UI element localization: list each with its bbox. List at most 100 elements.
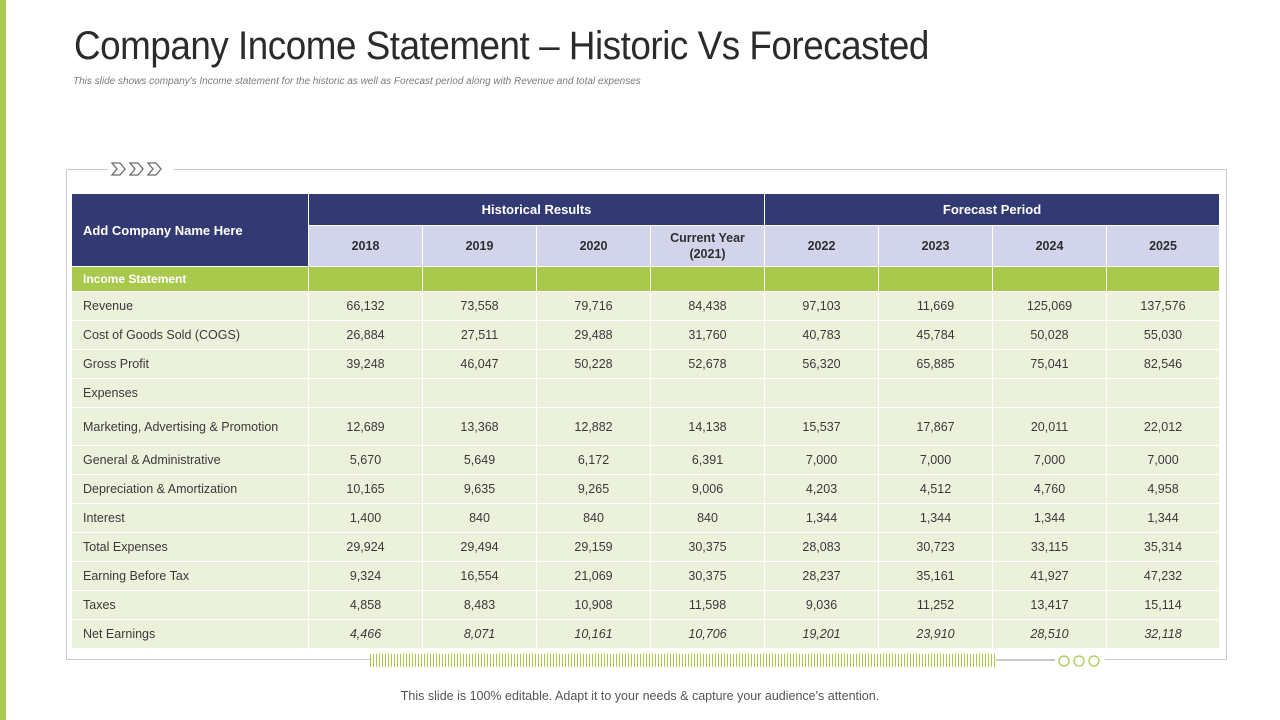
year-header: Current Year (2021) (649, 225, 766, 267)
section-cell (1106, 266, 1221, 292)
value-cell: 15,537 (764, 407, 880, 446)
value-cell: 125,069 (992, 291, 1108, 321)
value-cell: 21,069 (536, 561, 651, 591)
value-cell: 4,512 (878, 474, 994, 504)
value-cell: 65,885 (878, 349, 994, 379)
value-cell: 55,030 (1106, 320, 1221, 350)
forecast-period-header: Forecast Period (764, 193, 1221, 226)
value-cell: 39,248 (308, 349, 423, 379)
value-cell: 75,041 (992, 349, 1108, 379)
value-cell: 15,114 (1106, 590, 1221, 620)
value-cell: 4,203 (764, 474, 880, 504)
value-cell: 29,494 (422, 532, 537, 562)
year-header: 2023 (878, 225, 994, 267)
value-cell: 29,924 (308, 532, 423, 562)
row-label: Earning Before Tax (71, 561, 309, 591)
value-cell: 73,558 (422, 291, 537, 321)
value-cell: 9,324 (308, 561, 423, 591)
value-cell: 16,554 (422, 561, 537, 591)
row-label: Marketing, Advertising & Promotion (71, 407, 309, 446)
value-cell: 5,670 (308, 445, 423, 475)
value-cell: 11,669 (878, 291, 994, 321)
value-cell: 23,910 (878, 619, 994, 649)
row-label: General & Administrative (71, 445, 309, 475)
year-header: 2025 (1106, 225, 1221, 267)
value-cell: 10,908 (536, 590, 651, 620)
value-cell: 4,760 (992, 474, 1108, 504)
value-cell: 1,344 (878, 503, 994, 533)
table-row: Earning Before Tax 9,324 16,554 21,069 30,37… (71, 561, 1221, 591)
row-label: Depreciation & Amortization (71, 474, 309, 504)
value-cell: 46,047 (422, 349, 537, 379)
slide-subtitle: This slide shows company's Income statem… (73, 76, 641, 87)
value-cell: 1,344 (992, 503, 1108, 533)
value-cell: 10,165 (308, 474, 423, 504)
row-label: Net Earnings (71, 619, 309, 649)
year-header: 2024 (992, 225, 1108, 267)
row-label: Revenue (71, 291, 309, 321)
value-cell: 7,000 (992, 445, 1108, 475)
value-cell: 35,161 (878, 561, 994, 591)
value-cell: 6,391 (649, 445, 766, 475)
value-cell: 14,138 (649, 407, 766, 446)
value-cell (1106, 378, 1221, 408)
row-label: Gross Profit (71, 349, 309, 379)
table-row: Net Earnings 4,466 8,071 10,161 10,706 19,201… (71, 619, 1221, 649)
table-row: Interest 1,400 840 840 840 1,344 1,344 1,344 1,3… (71, 503, 1221, 533)
value-cell: 4,466 (308, 619, 423, 649)
value-cell: 8,071 (422, 619, 537, 649)
value-cell: 35,314 (1106, 532, 1221, 562)
value-cell (422, 378, 537, 408)
value-cell: 1,344 (764, 503, 880, 533)
value-cell: 13,368 (422, 407, 537, 446)
value-cell: 840 (649, 503, 766, 533)
value-cell: 6,172 (536, 445, 651, 475)
value-cell: 27,511 (422, 320, 537, 350)
row-label: Total Expenses (71, 532, 309, 562)
section-cell (992, 266, 1108, 292)
value-cell: 31,760 (649, 320, 766, 350)
value-cell: 28,237 (764, 561, 880, 591)
value-cell: 10,706 (649, 619, 766, 649)
circles-decoration-icon (1055, 654, 1105, 668)
value-cell: 840 (536, 503, 651, 533)
value-cell (536, 378, 651, 408)
value-cell: 33,115 (992, 532, 1108, 562)
year-header: 2020 (536, 225, 651, 267)
value-cell: 13,417 (992, 590, 1108, 620)
table-row: Cost of Goods Sold (COGS) 26,884 27,511 29,… (71, 320, 1221, 350)
value-cell: 50,228 (536, 349, 651, 379)
year-header: 2019 (422, 225, 537, 267)
table-row: Depreciation & Amortization 10,165 9,635 9,… (71, 474, 1221, 504)
value-cell: 4,958 (1106, 474, 1221, 504)
value-cell: 84,438 (649, 291, 766, 321)
value-cell: 9,006 (649, 474, 766, 504)
section-cell (422, 266, 537, 292)
table-row: Expenses (71, 378, 1221, 408)
row-label: Interest (71, 503, 309, 533)
value-cell: 29,159 (536, 532, 651, 562)
table-row: Gross Profit 39,248 46,047 50,228 52,678 56,3… (71, 349, 1221, 379)
value-cell (878, 378, 994, 408)
section-cell (308, 266, 423, 292)
value-cell: 30,375 (649, 532, 766, 562)
value-cell: 22,012 (1106, 407, 1221, 446)
value-cell: 28,510 (992, 619, 1108, 649)
value-cell: 97,103 (764, 291, 880, 321)
value-cell: 17,867 (878, 407, 994, 446)
value-cell: 1,344 (1106, 503, 1221, 533)
divider-line (996, 660, 1056, 661)
table-row: General & Administrative 5,670 5,649 6,172 6… (71, 445, 1221, 475)
year-header: 2022 (764, 225, 880, 267)
value-cell: 56,320 (764, 349, 880, 379)
value-cell (992, 378, 1108, 408)
table-row: Revenue 66,132 73,558 79,716 84,438 97,103 11,… (71, 291, 1221, 321)
value-cell: 5,649 (422, 445, 537, 475)
value-cell: 66,132 (308, 291, 423, 321)
historical-results-header: Historical Results (307, 193, 766, 226)
value-cell: 41,927 (992, 561, 1108, 591)
value-cell: 30,723 (878, 532, 994, 562)
accent-side-bar (0, 0, 6, 720)
section-cell (764, 266, 880, 292)
table-row: Marketing, Advertising & Promotion 12,689… (71, 407, 1221, 446)
